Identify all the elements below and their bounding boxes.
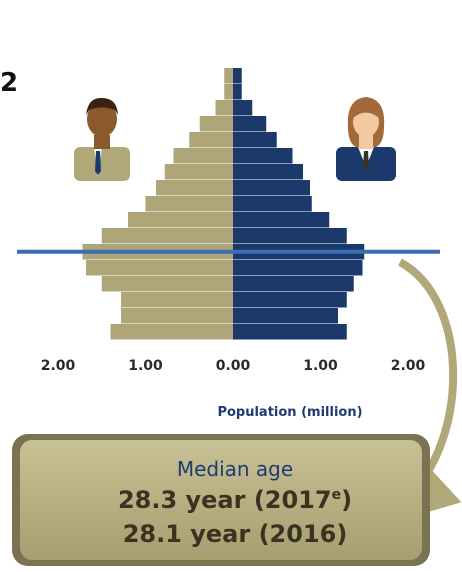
x-tick-label-1: 1.00	[128, 358, 163, 374]
x-tick-label-4: 2.00	[391, 358, 426, 374]
right-bar-16	[233, 68, 242, 84]
left-bar-1	[121, 308, 233, 324]
right-bar-8	[233, 196, 312, 212]
right-bar-10	[233, 164, 303, 180]
left-bar-14	[215, 100, 233, 116]
right-bar-12	[233, 132, 277, 148]
x-tick-labels: 2.00 1.00 0.00 1.00 2.00	[41, 358, 426, 374]
x-tick-label-0: 2.00	[41, 358, 76, 374]
right-bar-9	[233, 180, 310, 196]
x-tick-label-2: 0.00	[216, 358, 251, 374]
left-bar-4	[86, 260, 233, 276]
right-bar-1	[233, 308, 338, 324]
right-bar-2	[233, 292, 347, 308]
left-bar-12	[189, 132, 233, 148]
left-bar-10	[164, 164, 233, 180]
median-age-box	[12, 434, 430, 566]
left-bar-6	[101, 228, 233, 244]
median-age-2017: 28.3 year (2017e)	[40, 486, 430, 514]
right-bar-11	[233, 148, 293, 164]
median-2017-text: 28.3 year (2017	[117, 486, 332, 514]
male-avatar-icon	[74, 97, 130, 181]
left-bar-13	[199, 116, 233, 132]
left-bar-16	[224, 68, 233, 84]
right-bar-7	[233, 212, 330, 228]
right-bar-13	[233, 116, 267, 132]
x-axis-label: Population (million)	[217, 405, 362, 420]
left-bar-7	[128, 212, 233, 228]
right-bar-14	[233, 100, 253, 116]
right-bar-15	[233, 84, 242, 100]
right-bar-4	[233, 260, 363, 276]
pyramid-bars	[82, 68, 365, 340]
left-bar-0	[110, 324, 233, 340]
left-bar-8	[145, 196, 233, 212]
left-bar-3	[101, 276, 233, 292]
right-bar-0	[233, 324, 347, 340]
estimate-superscript: e	[331, 487, 342, 503]
left-bar-15	[224, 84, 233, 100]
left-bar-11	[173, 148, 233, 164]
median-age-label: Median age	[176, 457, 294, 481]
right-bar-6	[233, 228, 347, 244]
female-avatar-icon	[336, 97, 396, 181]
right-bar-3	[233, 276, 354, 292]
median-age-2016: 28.1 year (2016)	[122, 520, 348, 548]
page-number-label: 2	[0, 68, 19, 98]
left-bar-9	[156, 180, 233, 196]
median-2017-close: )	[341, 486, 353, 514]
x-tick-label-3: 1.00	[303, 358, 338, 374]
left-bar-2	[121, 292, 233, 308]
